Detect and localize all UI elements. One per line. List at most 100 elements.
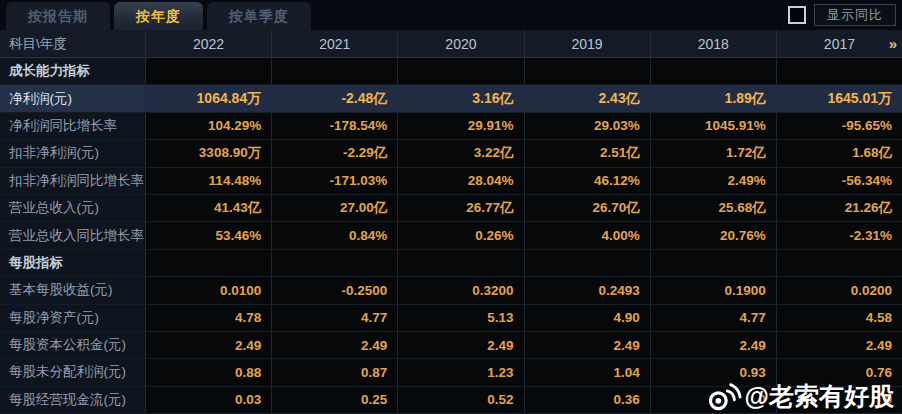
cell-value: 28.04% (397, 168, 523, 194)
cell-value: 0.87 (271, 359, 397, 385)
cell-value: -0.2500 (271, 277, 397, 303)
row-label: 每股资本公积金(元) (0, 332, 145, 358)
cell-value: -2.48亿 (271, 85, 397, 111)
top-controls: 显示同比 (788, 4, 896, 26)
cell-value: 2.51亿 (524, 140, 650, 166)
cell-value: 4.58 (776, 305, 902, 331)
row-label: 营业总收入(元) (0, 195, 145, 221)
cell-value: -171.03% (271, 168, 397, 194)
year-header-2019: 2019 (524, 30, 650, 57)
row-label: 扣非净利润同比增长率 (0, 168, 145, 194)
corner-header: 科目\年度 (0, 30, 145, 57)
cell-value: 25.68亿 (650, 195, 776, 221)
table-body: 成长能力指标净利润(元)1064.84万-2.48亿3.16亿2.43亿1.89… (0, 58, 902, 414)
year-header-2017-label: 2017 (824, 36, 855, 52)
cell-value: 53.46% (145, 222, 271, 248)
cell-value (397, 250, 523, 276)
cell-value: 2.49 (397, 332, 523, 358)
cell-value: 0.03 (145, 387, 271, 413)
cell-value: 20.76% (650, 222, 776, 248)
table-header-row: 科目\年度 2022 2021 2020 2019 2018 2017 » (0, 30, 902, 58)
cell-value: 27.00亿 (271, 195, 397, 221)
cell-value: 2.49 (776, 332, 902, 358)
row-label: 成长能力指标 (0, 58, 145, 84)
row-label: 每股指标 (0, 250, 145, 276)
table-row[interactable]: 扣非净利润同比增长率114.48%-171.03%28.04%46.12%2.4… (0, 168, 902, 195)
tab-bar: 按报告期 按年度 按单季度 显示同比 (0, 0, 902, 30)
row-label: 每股净资产(元) (0, 305, 145, 331)
cell-value: 2.49 (145, 332, 271, 358)
cell-value: 0.88 (145, 359, 271, 385)
cell-value: 41.43亿 (145, 195, 271, 221)
cell-value (145, 58, 271, 84)
cell-value: 29.03% (524, 113, 650, 139)
show-yoy-checkbox[interactable] (788, 6, 806, 24)
table-row[interactable]: 净利润同比增长率104.29%-178.54%29.91%29.03%1045.… (0, 113, 902, 140)
cell-value: 0.76 (776, 359, 902, 385)
cell-value: 4.90 (524, 305, 650, 331)
cell-value: 0.36 (524, 387, 650, 413)
year-header-2018: 2018 (650, 30, 776, 57)
cell-value (145, 250, 271, 276)
cell-value: 2.49 (650, 332, 776, 358)
cell-value (271, 58, 397, 84)
table-row[interactable]: 每股净资产(元)4.784.775.134.904.774.58 (0, 305, 902, 332)
cell-value: 0.52 (397, 387, 523, 413)
cell-value: 1045.91% (650, 113, 776, 139)
table-row[interactable]: 营业总收入同比增长率53.46%0.84%0.26%4.00%20.76%-2.… (0, 222, 902, 249)
row-label: 基本每股收益(元) (0, 277, 145, 303)
table-row[interactable]: 每股未分配利润(元)0.880.871.231.040.930.76 (0, 359, 902, 386)
table-row[interactable]: 每股资本公积金(元)2.492.492.492.492.492.49 (0, 332, 902, 359)
section-row[interactable]: 成长能力指标 (0, 58, 902, 85)
cell-value: 4.77 (271, 305, 397, 331)
cell-value: 26.77亿 (397, 195, 523, 221)
year-header-2022: 2022 (145, 30, 271, 57)
cell-value: 29.91% (397, 113, 523, 139)
cell-value: 0.2493 (524, 277, 650, 303)
section-row[interactable]: 每股指标 (0, 250, 902, 277)
cell-value: 3.22亿 (397, 140, 523, 166)
cell-value: 4.77 (650, 305, 776, 331)
cell-value (650, 58, 776, 84)
cell-value: 0.1900 (650, 277, 776, 303)
cell-value: 1064.84万 (145, 85, 271, 111)
cell-value: 2.49% (650, 168, 776, 194)
tab-by-quarter[interactable]: 按单季度 (207, 2, 311, 30)
table-row[interactable]: 扣非净利润(元)3308.90万-2.29亿3.22亿2.51亿1.72亿1.6… (0, 140, 902, 167)
cell-value: 46.12% (524, 168, 650, 194)
cell-value: 2.49 (271, 332, 397, 358)
year-header-2017: 2017 » (776, 30, 902, 57)
cell-value: 4.00% (524, 222, 650, 248)
cell-value: 0.3200 (397, 277, 523, 303)
cell-value: 1645.01万 (776, 85, 902, 111)
table-row[interactable]: 净利润(元)1064.84万-2.48亿3.16亿2.43亿1.89亿1645.… (0, 85, 902, 112)
cell-value: 0.0100 (145, 277, 271, 303)
cell-value: 26.70亿 (524, 195, 650, 221)
cell-value: 1.68亿 (776, 140, 902, 166)
row-label: 净利润同比增长率 (0, 113, 145, 139)
financial-indicators-panel: 按报告期 按年度 按单季度 显示同比 科目\年度 2022 2021 2020 … (0, 0, 902, 414)
table-row[interactable]: 营业总收入(元)41.43亿27.00亿26.77亿26.70亿25.68亿21… (0, 195, 902, 222)
show-yoy-toggle-button[interactable]: 显示同比 (814, 4, 896, 26)
cell-value: 0.93 (650, 359, 776, 385)
row-label: 扣非净利润(元) (0, 140, 145, 166)
tab-by-report-period[interactable]: 按报告期 (6, 2, 110, 30)
cell-value (776, 250, 902, 276)
cell-value (397, 58, 523, 84)
cell-value: 0.25 (271, 387, 397, 413)
tab-by-year[interactable]: 按年度 (114, 2, 203, 30)
cell-value: -178.54% (271, 113, 397, 139)
cell-value (650, 250, 776, 276)
cell-value: -2.29亿 (271, 140, 397, 166)
year-header-2021: 2021 (271, 30, 397, 57)
year-header-2020: 2020 (397, 30, 523, 57)
more-years-icon[interactable]: » (889, 30, 897, 58)
cell-value: 0.84% (271, 222, 397, 248)
cell-value: 3.16亿 (397, 85, 523, 111)
cell-value: 1.72亿 (650, 140, 776, 166)
table-row[interactable]: 每股经营现金流(元)0.030.250.520.3609 (0, 387, 902, 414)
cell-value: 114.48% (145, 168, 271, 194)
cell-value: 4.78 (145, 305, 271, 331)
cell-value: 0.26% (397, 222, 523, 248)
table-row[interactable]: 基本每股收益(元)0.0100-0.25000.32000.24930.1900… (0, 277, 902, 304)
